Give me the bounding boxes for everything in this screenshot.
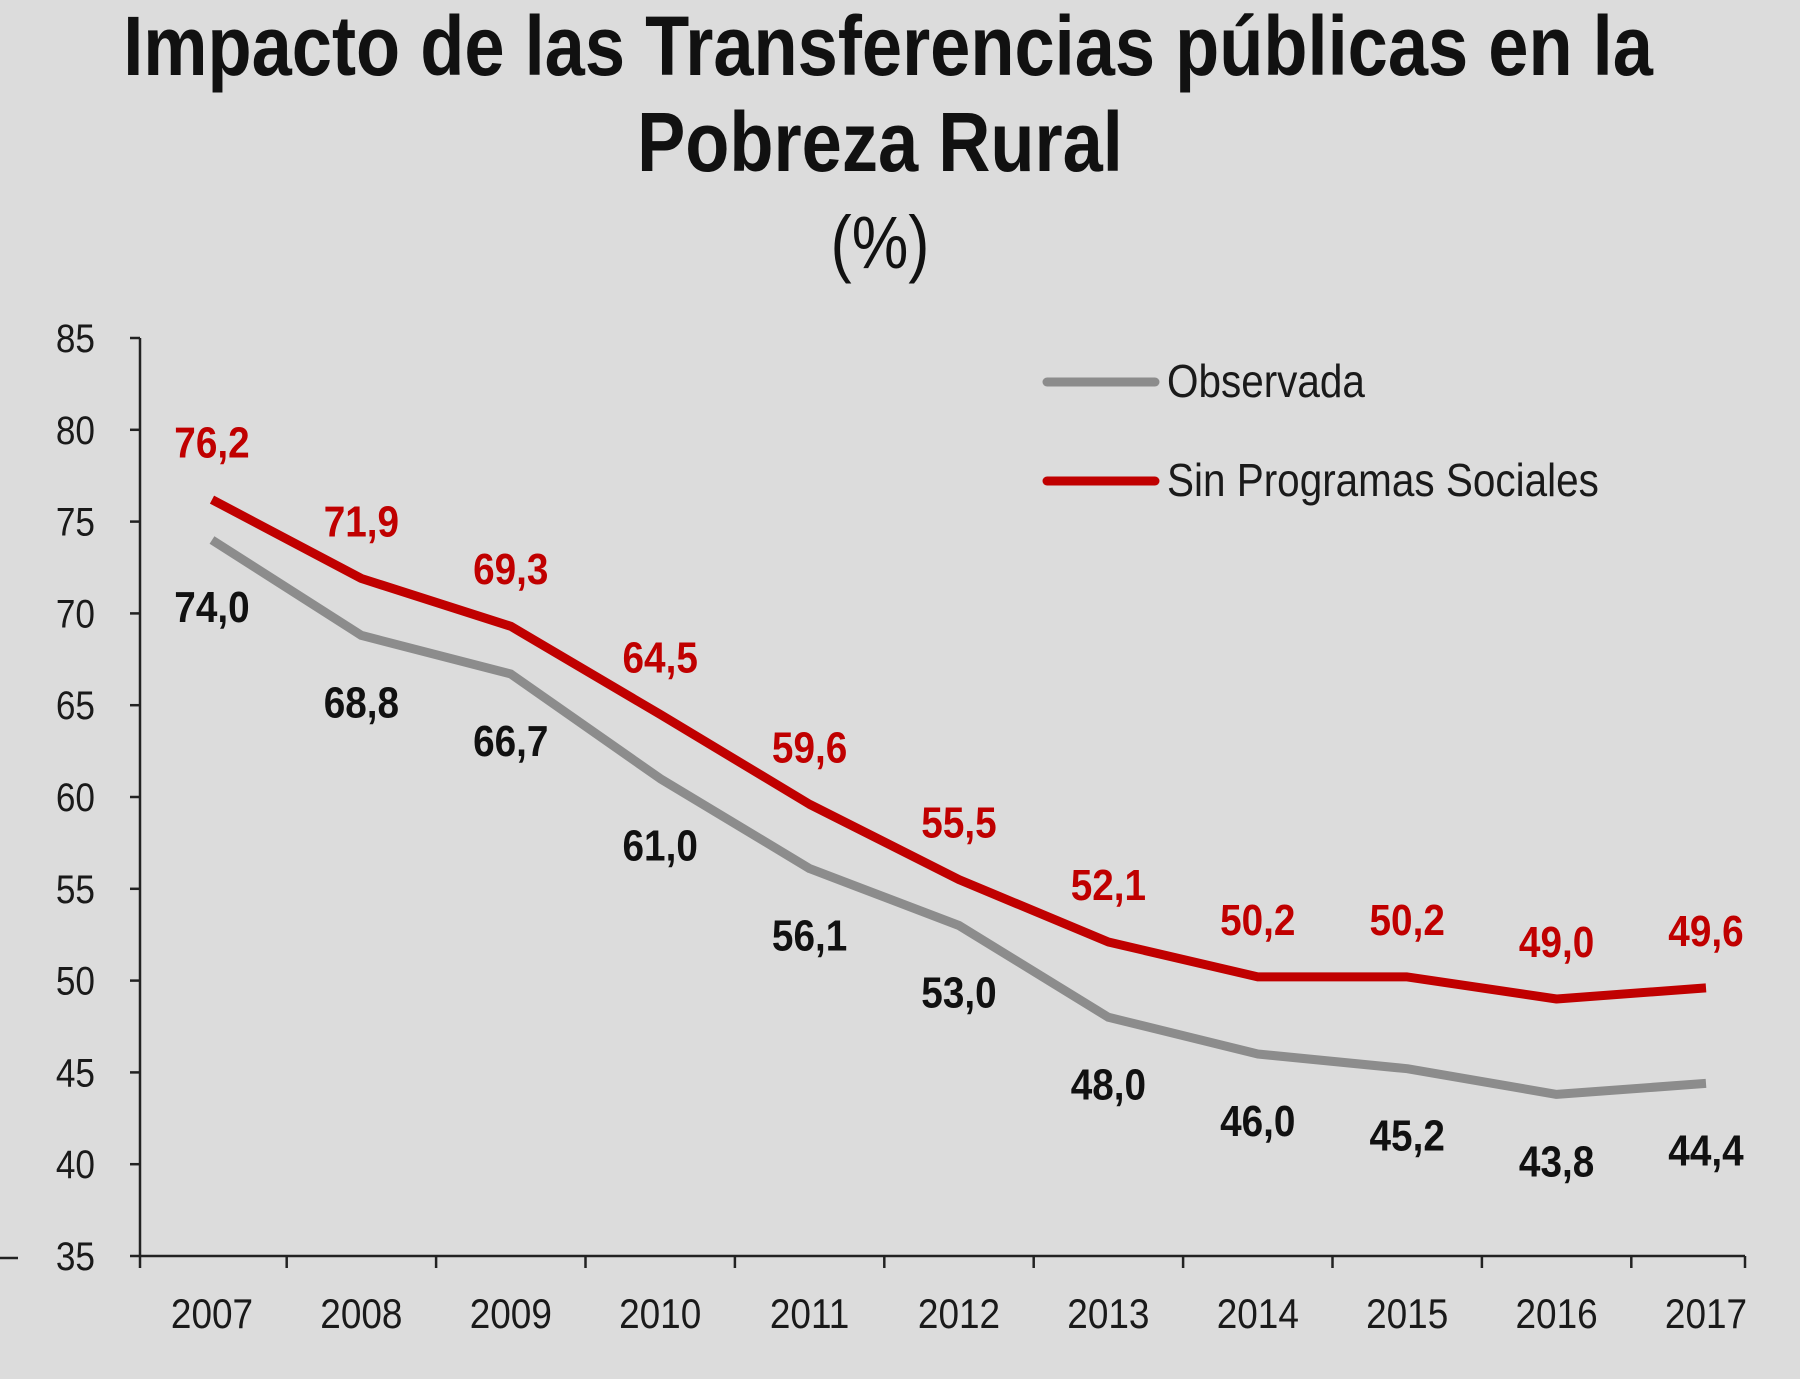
- data-label-sin-programas-sociales: 52,1: [1071, 860, 1146, 910]
- y-tick-label: 65: [56, 683, 95, 728]
- data-label-observada: 66,7: [473, 716, 548, 766]
- y-tick-label: 75: [56, 500, 95, 545]
- chart-axes: 85 80 75 70 65 60 55 50 45 40 35 2007 2008 2009 2010 20…: [0, 316, 1747, 1338]
- x-tick-label: 2007: [171, 1291, 253, 1338]
- y-tick-label: 35: [56, 1234, 95, 1279]
- chart-legend: Observada Sin Programas Sociales: [1042, 357, 1599, 507]
- y-tick-label: 45: [56, 1050, 95, 1095]
- data-label-sin-programas-sociales: 49,0: [1519, 917, 1594, 967]
- data-label-observada: 44,4: [1668, 1125, 1743, 1175]
- x-tick-label: 2014: [1217, 1291, 1299, 1338]
- data-label-sin-programas-sociales: 59,6: [772, 722, 847, 772]
- y-tick-label: 55: [56, 867, 95, 912]
- x-tick-label: 2009: [470, 1291, 552, 1338]
- x-tick-label: 2010: [619, 1291, 701, 1338]
- x-tick-label: 2015: [1366, 1291, 1448, 1338]
- data-label-observada: 48,0: [1071, 1059, 1146, 1109]
- y-tick-label: 85: [56, 316, 95, 361]
- x-tick-label: 2011: [770, 1291, 849, 1338]
- data-labels: 74,0 68,8 66,7 61,0 56,1 53,0 48,0 46,0 45,2 43,8…: [174, 417, 1743, 1186]
- data-label-sin-programas-sociales: 76,2: [174, 417, 249, 467]
- data-label-observada: 68,8: [324, 677, 399, 727]
- x-tick-label: 2012: [918, 1291, 1000, 1338]
- data-label-observada: 53,0: [921, 967, 996, 1017]
- data-label-observada: 43,8: [1519, 1136, 1594, 1186]
- data-label-observada: 45,2: [1370, 1110, 1445, 1160]
- legend-label: Observada: [1167, 357, 1366, 408]
- data-label-sin-programas-sociales: 50,2: [1220, 895, 1295, 945]
- y-tick-label: 60: [56, 775, 95, 820]
- data-label-sin-programas-sociales: 50,2: [1370, 895, 1445, 945]
- chart-subtitle: (%): [830, 201, 930, 284]
- chart-title-line-1: Impacto de las Transferencias públicas e…: [123, 0, 1653, 93]
- legend-label: Sin Programas Sociales: [1167, 456, 1599, 507]
- y-tick-label: 50: [56, 959, 95, 1004]
- series-line-sin-programas-sociales: [209, 495, 1707, 1004]
- data-label-sin-programas-sociales: 71,9: [324, 496, 399, 546]
- data-label-observada: 46,0: [1220, 1096, 1295, 1146]
- x-tick-label: 2016: [1515, 1291, 1597, 1338]
- y-tick-label: 40: [56, 1142, 95, 1187]
- series-line-observada: [209, 536, 1707, 1099]
- data-label-observada: 56,1: [772, 910, 847, 960]
- x-tick-label: 2008: [320, 1291, 402, 1338]
- series-lines: [209, 495, 1707, 1099]
- data-label-observada: 61,0: [623, 820, 698, 870]
- data-label-sin-programas-sociales: 69,3: [473, 544, 548, 594]
- chart-title-line-2: Pobreza Rural: [637, 95, 1123, 189]
- data-label-sin-programas-sociales: 55,5: [921, 797, 996, 847]
- data-label-observada: 74,0: [174, 582, 249, 632]
- x-tick-label: 2013: [1067, 1291, 1149, 1338]
- chart-title-block: Impacto de las Transferencias públicas e…: [0, 0, 1760, 286]
- data-label-sin-programas-sociales: 49,6: [1668, 906, 1743, 956]
- y-tick-label: 70: [56, 591, 95, 636]
- data-label-sin-programas-sociales: 64,5: [623, 632, 698, 682]
- x-tick-label: 2017: [1665, 1291, 1747, 1338]
- y-tick-label: 80: [56, 408, 95, 453]
